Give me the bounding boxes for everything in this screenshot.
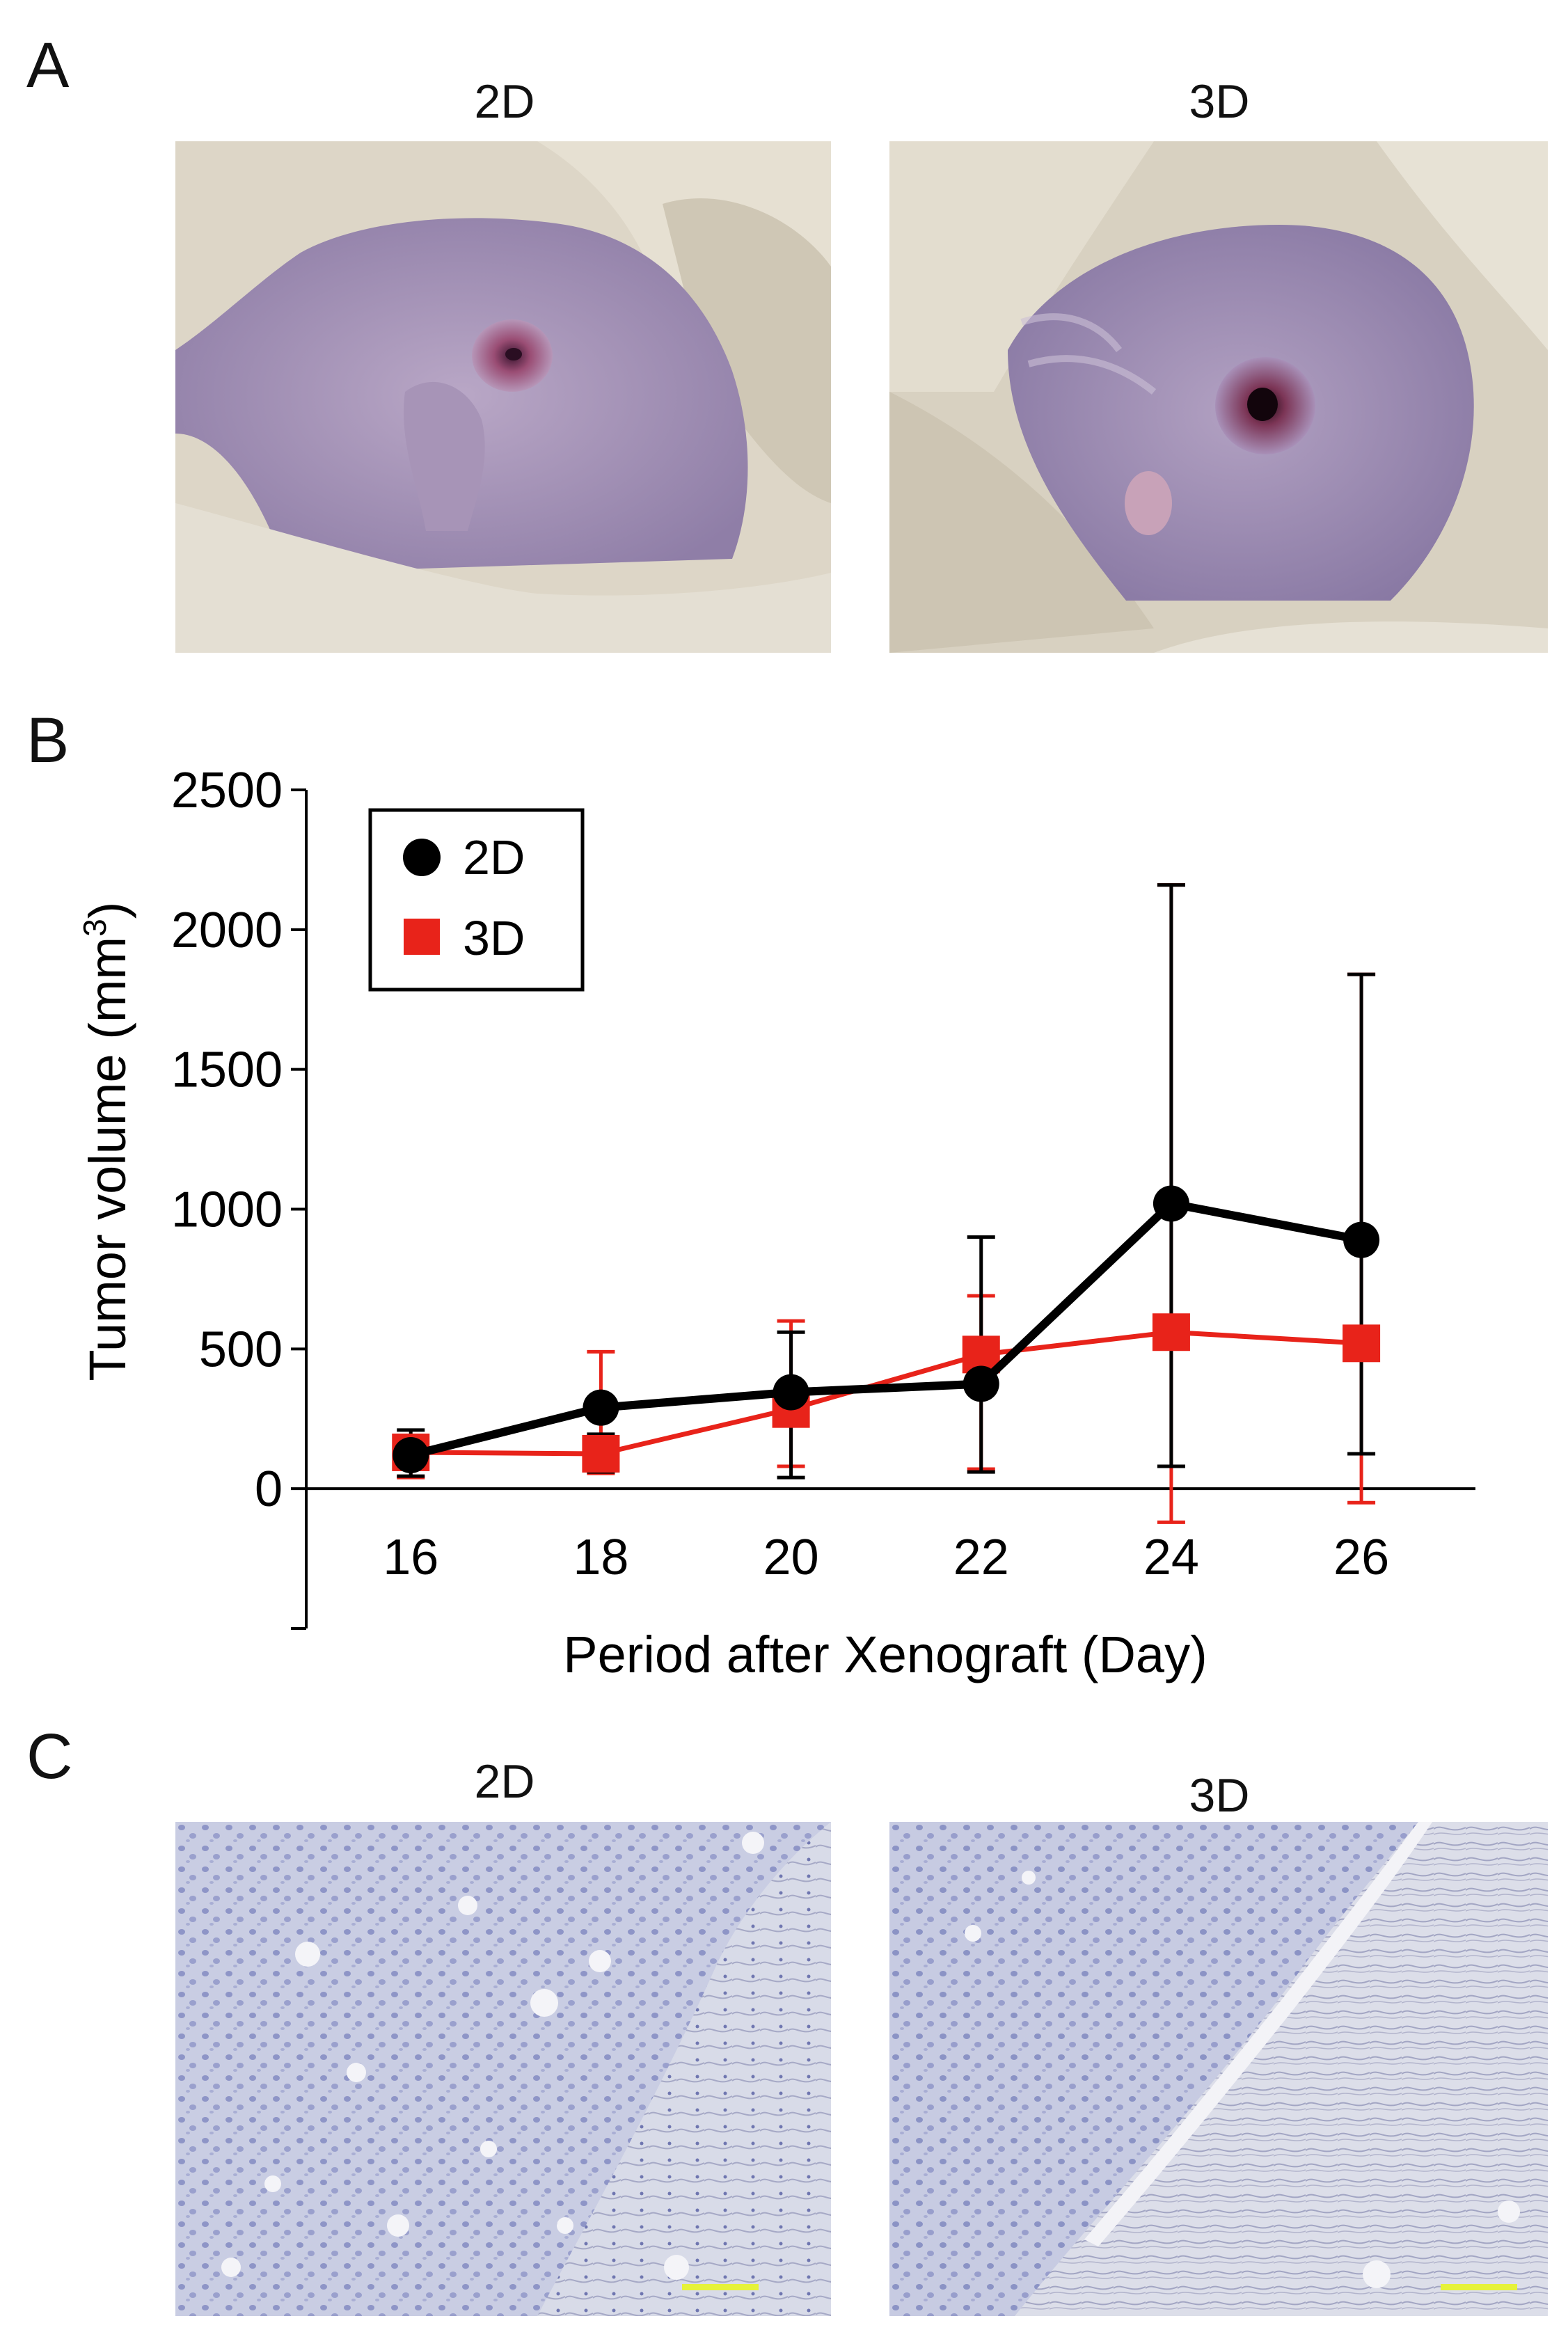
x-tick-label-24: 24	[1143, 1530, 1199, 1585]
legend-label-2d: 2D	[463, 830, 525, 885]
y-axis-label-main: Tumor volume (mm	[79, 937, 136, 1381]
panel-c-letter: C	[26, 1721, 73, 1792]
y-tick-label-2000: 2000	[171, 903, 283, 958]
x-tick-label-26: 26	[1333, 1530, 1389, 1585]
point-2D-18	[583, 1389, 619, 1426]
point-3D-18	[582, 1434, 620, 1473]
histology-2d-image	[175, 1822, 831, 2316]
y-axis-label-sup: 3	[77, 919, 113, 937]
panel-c-2d-caption: 2D	[474, 1755, 535, 1808]
point-2D-22	[963, 1365, 999, 1402]
panel-a-2d-caption: 2D	[474, 75, 535, 128]
y-tick-label-1500: 1500	[171, 1042, 283, 1098]
y-axis-ticks: 0 500 1000 1500 2000 2500	[171, 763, 306, 1517]
x-axis-ticks: 16 18 20 22 24 26	[383, 1530, 1389, 1585]
x-tick-label-20: 20	[763, 1530, 819, 1585]
y-tick-label-1000: 1000	[171, 1182, 283, 1238]
panel-c-3d-caption: 3D	[1189, 1769, 1250, 1822]
x-tick-label-22: 22	[953, 1530, 1009, 1585]
scale-bar-2d	[682, 2284, 759, 2290]
legend-box	[368, 808, 585, 992]
y-axis-label: Tumor volume (mm3)	[77, 902, 136, 1381]
point-2D-16	[393, 1436, 429, 1473]
legend-marker-2d	[403, 839, 441, 876]
panel-b-letter: B	[26, 705, 70, 776]
x-tick-label-18: 18	[573, 1530, 628, 1585]
line-2D	[409, 1199, 1363, 1459]
point-2D-20	[773, 1374, 809, 1411]
point-3D-26	[1343, 1324, 1381, 1363]
y-tick-label-0: 0	[255, 1461, 283, 1517]
point-3D-24	[1152, 1313, 1190, 1351]
y-tick-label-500: 500	[199, 1322, 283, 1377]
legend-marker-3d	[404, 919, 440, 955]
y-axis-label-end: )	[79, 902, 136, 919]
chart-series	[392, 883, 1381, 1524]
legend-label-3d: 3D	[463, 911, 525, 965]
panel-a-letter: A	[26, 30, 70, 101]
line-3D	[411, 1329, 1362, 1457]
point-2D-24	[1153, 1185, 1189, 1222]
x-axis-label: Period after Xenograft (Day)	[563, 1626, 1207, 1683]
panel-a-3d-caption: 3D	[1189, 75, 1250, 128]
x-tick-label-16: 16	[383, 1530, 438, 1585]
y-tick-label-2500: 2500	[171, 763, 283, 818]
mouse-2d-photo	[175, 141, 831, 653]
mouse-3d-photo	[889, 141, 1548, 653]
point-2D-26	[1343, 1221, 1380, 1258]
legend: 2D 3D	[368, 808, 585, 992]
scale-bar-3d	[1441, 2284, 1517, 2290]
histology-3d-image	[889, 1822, 1548, 2316]
